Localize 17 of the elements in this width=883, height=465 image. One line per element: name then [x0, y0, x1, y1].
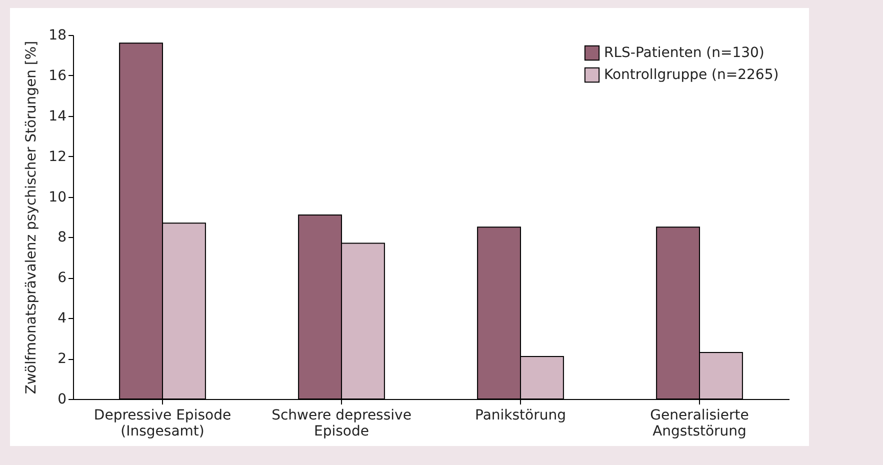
- y-axis-title: Zwölfmonatsprävalenz psychischer Störungen [%]: [24, 40, 40, 394]
- y-tick-label: 0: [58, 392, 66, 408]
- y-tick-label: 16: [48, 68, 67, 84]
- legend-label: Kontrollgruppe (n=2265): [604, 67, 779, 83]
- y-tick-label: 2: [58, 351, 66, 368]
- y-tick-label: 12: [48, 148, 66, 165]
- x-tick-label: Generalisierte Angststörung: [650, 408, 749, 440]
- x-tick-label: Depressive Episode (Insgesamt): [94, 408, 232, 440]
- y-tick-label: 10: [48, 189, 66, 206]
- y-tick-label: 14: [48, 108, 67, 124]
- y-tick-label: 4: [58, 310, 67, 327]
- x-tick-label: Schwere depressive Episode: [272, 408, 412, 440]
- y-tick-label: 8: [58, 230, 66, 246]
- x-tick-label: Panikstörung: [475, 408, 566, 424]
- y-tick-label: 6: [58, 270, 67, 286]
- legend-label: RLS-Patienten (n=130): [604, 45, 764, 61]
- y-tick-label: 18: [48, 28, 66, 44]
